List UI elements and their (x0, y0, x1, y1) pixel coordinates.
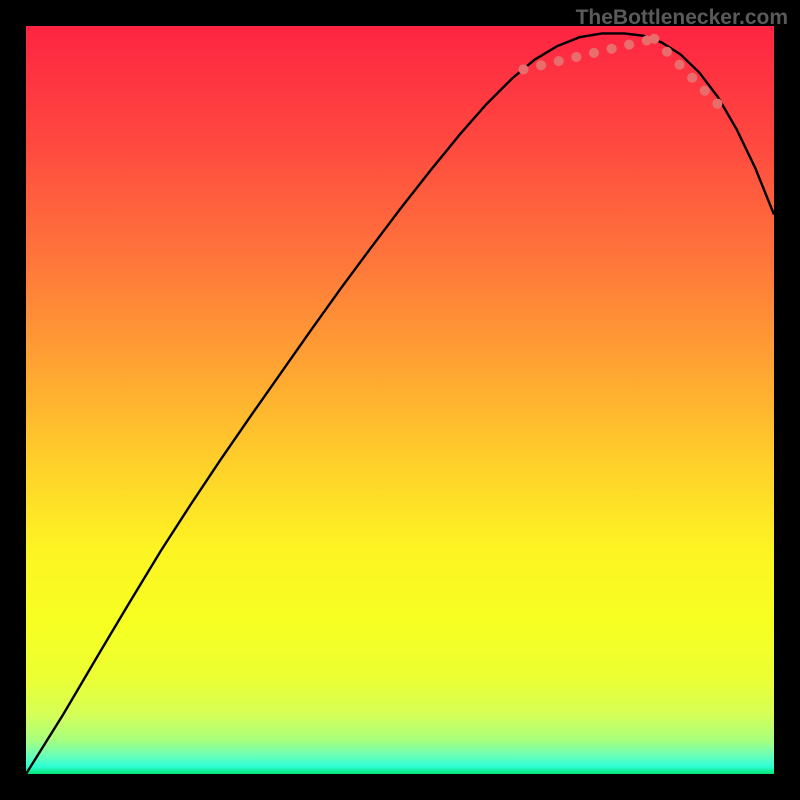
plot-area (26, 26, 774, 774)
chart-container: TheBottlenecker.com (0, 0, 800, 800)
chart-svg (26, 26, 774, 774)
chart-background (26, 26, 774, 774)
